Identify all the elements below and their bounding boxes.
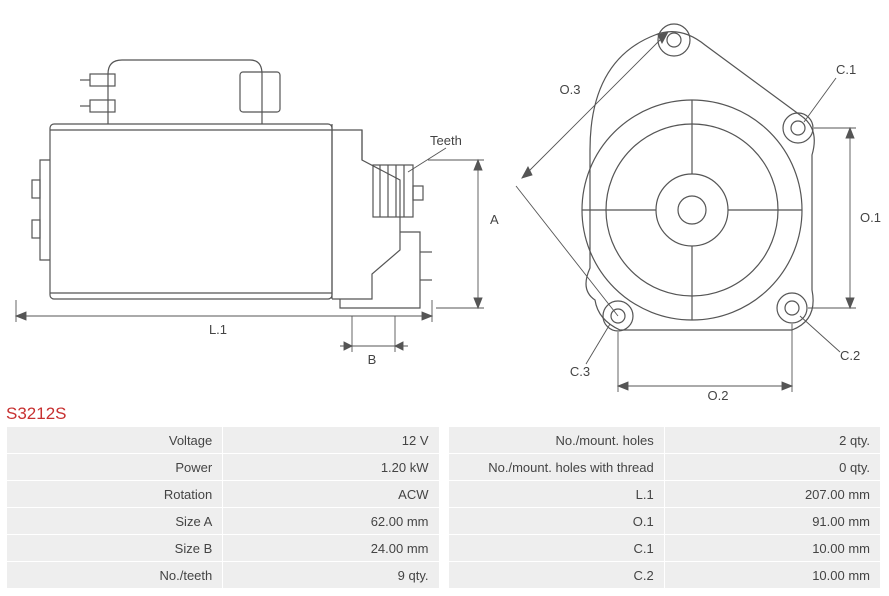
dim-label-c3: C.3 <box>570 364 590 379</box>
spec-value: 10.00 mm <box>664 562 880 589</box>
spec-value: 12 V <box>223 427 439 454</box>
table-row: C.110.00 mm <box>448 535 881 562</box>
part-number: S3212S <box>6 404 67 424</box>
spec-value: 10.00 mm <box>664 535 880 562</box>
spec-label: C.1 <box>448 535 664 562</box>
table-row: No./mount. holes with thread0 qty. <box>448 454 881 481</box>
spec-label: O.1 <box>448 508 664 535</box>
teeth-label: Teeth <box>430 133 462 148</box>
dim-label-l1: L.1 <box>209 322 227 337</box>
dim-label-a: A <box>490 212 499 227</box>
technical-drawings: L.1 B A Teeth <box>0 0 889 400</box>
spec-value: ACW <box>223 481 439 508</box>
dim-label-c2: C.2 <box>840 348 860 363</box>
dim-label-o1: O.1 <box>860 210 881 225</box>
table-row: RotationACW <box>7 481 440 508</box>
spec-value: 2 qty. <box>664 427 880 454</box>
spec-label: Size A <box>7 508 223 535</box>
table-row: Power1.20 kW <box>7 454 440 481</box>
spec-label: No./mount. holes with thread <box>448 454 664 481</box>
spec-table-right: No./mount. holes2 qty.No./mount. holes w… <box>448 426 882 589</box>
spec-value: 91.00 mm <box>664 508 880 535</box>
table-row: Size A62.00 mm <box>7 508 440 535</box>
dim-label-o3: O.3 <box>560 82 581 97</box>
table-row: C.210.00 mm <box>448 562 881 589</box>
dim-label-o2: O.2 <box>708 388 729 400</box>
dim-label-b: B <box>368 352 377 367</box>
spec-label: No./teeth <box>7 562 223 589</box>
spec-label: Voltage <box>7 427 223 454</box>
table-row: Voltage12 V <box>7 427 440 454</box>
table-row: No./teeth9 qty. <box>7 562 440 589</box>
table-row: O.191.00 mm <box>448 508 881 535</box>
dim-label-c1: C.1 <box>836 62 856 77</box>
spec-tables: Voltage12 VPower1.20 kWRotationACWSize A… <box>6 426 881 589</box>
front-view-drawing: O.3 O.1 O.2 C.1 C.2 <box>500 0 889 400</box>
spec-label: Rotation <box>7 481 223 508</box>
table-row: L.1207.00 mm <box>448 481 881 508</box>
spec-value: 62.00 mm <box>223 508 439 535</box>
spec-value: 24.00 mm <box>223 535 439 562</box>
spec-value: 9 qty. <box>223 562 439 589</box>
spec-label: L.1 <box>448 481 664 508</box>
side-view-drawing: L.1 B A Teeth <box>0 0 500 400</box>
spec-table-left-body: Voltage12 VPower1.20 kWRotationACWSize A… <box>7 427 440 589</box>
spec-label: C.2 <box>448 562 664 589</box>
table-row: No./mount. holes2 qty. <box>448 427 881 454</box>
spec-value: 0 qty. <box>664 454 880 481</box>
spec-value: 1.20 kW <box>223 454 439 481</box>
spec-label: Size B <box>7 535 223 562</box>
spec-table-left: Voltage12 VPower1.20 kWRotationACWSize A… <box>6 426 440 589</box>
spec-value: 207.00 mm <box>664 481 880 508</box>
spec-label: No./mount. holes <box>448 427 664 454</box>
table-row: Size B24.00 mm <box>7 535 440 562</box>
spec-table-right-body: No./mount. holes2 qty.No./mount. holes w… <box>448 427 881 589</box>
spec-label: Power <box>7 454 223 481</box>
